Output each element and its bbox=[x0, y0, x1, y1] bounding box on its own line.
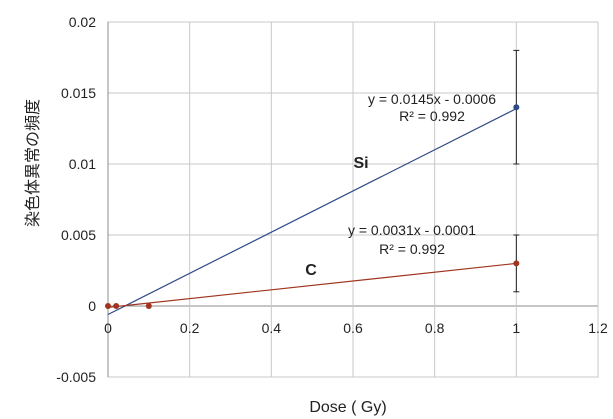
x-tick-label: 0.2 bbox=[180, 320, 200, 336]
si-series-label: Si bbox=[353, 155, 368, 172]
x-tick-label: 0 bbox=[104, 320, 112, 336]
c-equation: y = 0.0031x - 0.0001 bbox=[348, 222, 476, 238]
data-point-c bbox=[113, 303, 120, 309]
y-tick-labels: -0.005 0 0.005 0.01 0.015 0.02 bbox=[56, 14, 96, 385]
x-axis-label: Dose ( Gy) bbox=[309, 399, 386, 416]
trendline-si bbox=[107, 108, 517, 316]
x-tick-label: 1.2 bbox=[588, 320, 608, 336]
y-tick-label: 0.01 bbox=[69, 156, 96, 172]
x-tick-labels: 0 0.2 0.4 0.6 0.8 1 1.2 bbox=[104, 320, 608, 336]
x-tick-label: 0.8 bbox=[425, 320, 445, 336]
y-axis-label: 染色体異常の頻度 bbox=[24, 99, 42, 227]
y-tick-label: 0.015 bbox=[61, 85, 96, 101]
data-point-si bbox=[513, 104, 520, 111]
c-r2: R² = 0.992 bbox=[379, 241, 445, 257]
y-tick-label: 0.02 bbox=[69, 14, 96, 30]
data-point-c bbox=[513, 260, 520, 267]
c-series-label: C bbox=[305, 262, 317, 279]
y-tick-label: -0.005 bbox=[56, 369, 96, 385]
data-point-c bbox=[145, 303, 152, 309]
y-tick-label: 0.005 bbox=[61, 227, 96, 243]
x-tick-label: 0.6 bbox=[343, 320, 363, 336]
data-point-c bbox=[105, 303, 111, 309]
data-points bbox=[105, 104, 520, 309]
x-tick-label: 1 bbox=[512, 320, 520, 336]
trendlines bbox=[107, 108, 517, 316]
si-r2: R² = 0.992 bbox=[399, 108, 465, 124]
x-tick-label: 0.4 bbox=[262, 320, 282, 336]
trendline-c bbox=[107, 262, 517, 309]
si-equation: y = 0.0145x - 0.0006 bbox=[368, 91, 496, 107]
y-tick-label: 0 bbox=[88, 298, 96, 314]
